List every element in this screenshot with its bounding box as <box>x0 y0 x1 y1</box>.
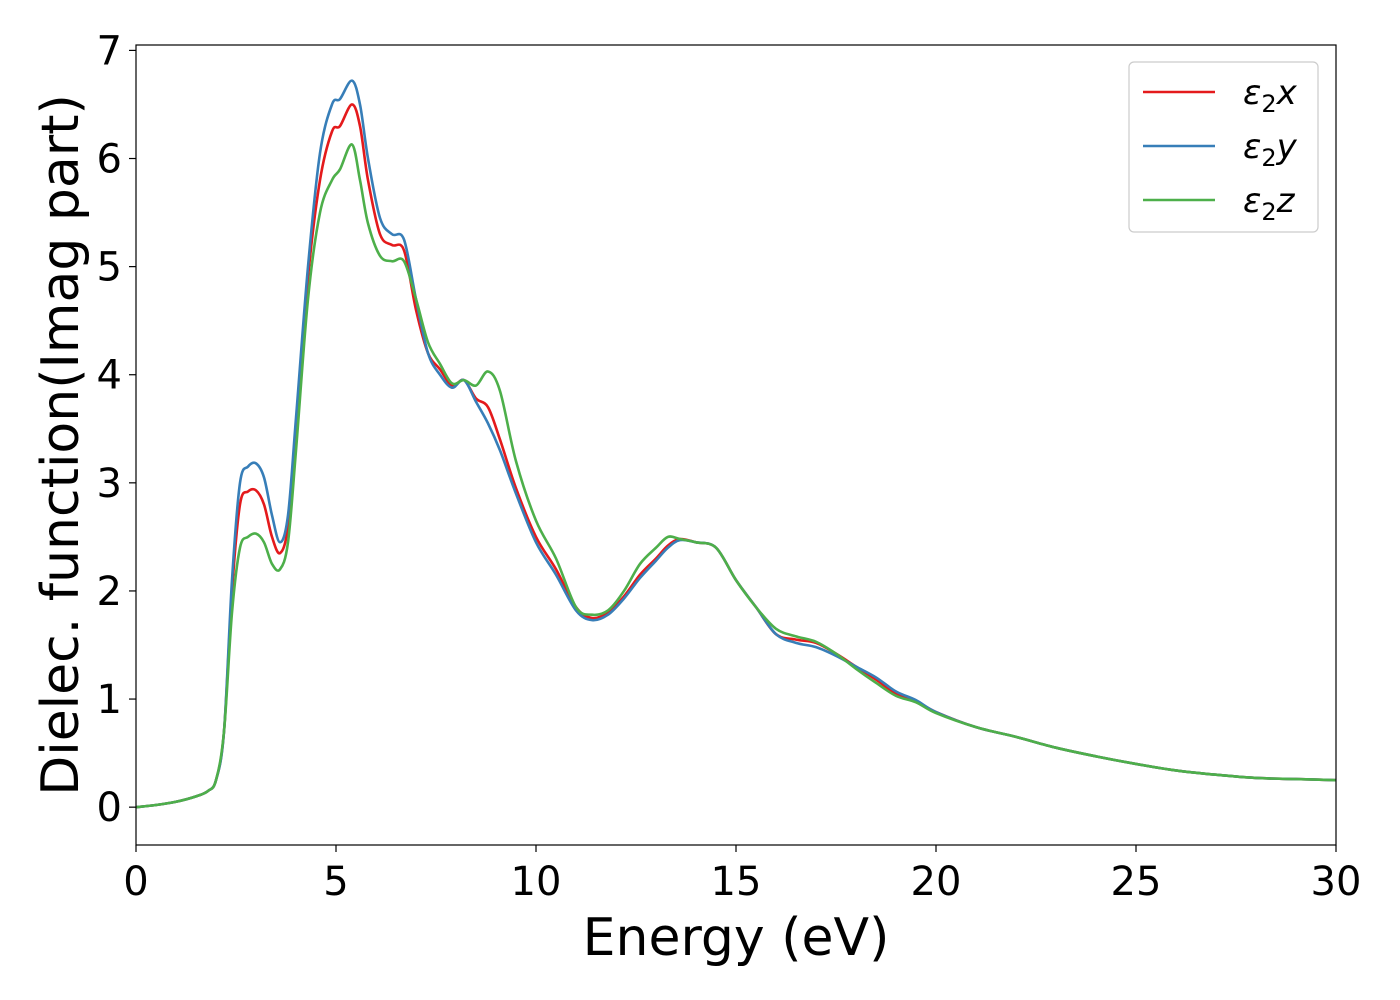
y-axis: 0 1 2 3 4 5 6 7 <box>97 28 136 831</box>
series-line-y <box>135 79 1337 809</box>
y-tick-label: 1 <box>97 677 122 723</box>
x-tick-label: 15 <box>711 859 762 905</box>
y-tick-label: 7 <box>97 28 122 74</box>
x-axis-label: Energy (eV) <box>583 908 890 968</box>
y-tick-label: 3 <box>97 461 122 507</box>
y-tick-label: 0 <box>97 785 122 831</box>
legend-frame <box>1128 61 1319 233</box>
series-line-z <box>135 143 1337 809</box>
y-tick-label: 5 <box>97 245 122 291</box>
y-tick-label: 4 <box>97 353 122 399</box>
x-tick-label: 30 <box>1311 859 1362 905</box>
y-tick-label: 2 <box>97 569 122 615</box>
legend-label-z: ε2z <box>1243 181 1296 226</box>
x-axis: 0 5 10 15 20 25 30 <box>123 845 1361 905</box>
x-tick-label: 20 <box>911 859 962 905</box>
x-tick-label: 25 <box>1111 859 1162 905</box>
series-line-x <box>135 103 1337 809</box>
legend: ε2x ε2y ε2z <box>1128 61 1319 233</box>
y-axis-label: Dielec. function(Imag part) <box>31 94 91 796</box>
legend-label-y: ε2y <box>1243 127 1298 172</box>
series-layer <box>135 79 1337 809</box>
legend-label-x: ε2x <box>1243 73 1298 118</box>
x-tick-label: 5 <box>323 859 348 905</box>
x-tick-label: 10 <box>511 859 562 905</box>
x-tick-label: 0 <box>123 859 148 905</box>
y-tick-label: 6 <box>97 137 122 183</box>
